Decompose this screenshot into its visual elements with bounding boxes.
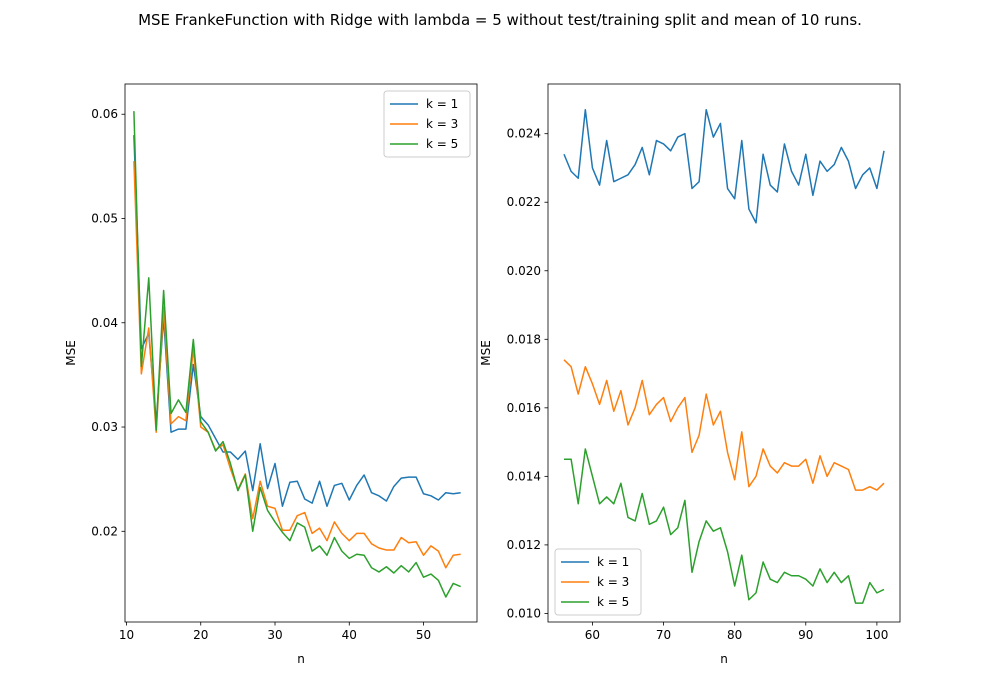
legend: k = 1 k = 3 k = 5 (383, 90, 471, 158)
y-tick-label: 0.024 (507, 127, 541, 141)
x-tick-label: 40 (342, 628, 357, 642)
x-tick-label: 80 (727, 628, 742, 642)
y-tick-label: 0.014 (507, 469, 541, 483)
legend-box (554, 548, 642, 616)
x-tick-label: 90 (798, 628, 813, 642)
y-tick-label: 0.022 (507, 195, 541, 209)
y-tick-label: 0.018 (507, 332, 541, 346)
y-tick-label: 0.020 (507, 264, 541, 278)
x-tick-label: 50 (416, 628, 431, 642)
x-tick-label: 20 (193, 628, 208, 642)
y-tick-label: 0.016 (507, 401, 541, 415)
x-tick-label: 100 (865, 628, 888, 642)
y-axis-label: MSE (64, 340, 78, 366)
figure-title: MSE FrankeFunction with Ridge with lambd… (138, 11, 862, 29)
y-tick-label: 0.06 (91, 107, 118, 121)
legend-box (383, 90, 471, 158)
x-tick-label: 70 (656, 628, 671, 642)
x-tick-label: 30 (267, 628, 282, 642)
series-line-k5 (133, 111, 461, 598)
series-line-k3 (563, 359, 885, 491)
series-line-k1 (563, 108, 885, 224)
x-tick-label: 10 (119, 628, 134, 642)
y-tick-label: 0.03 (91, 420, 118, 434)
x-axis-label: n (297, 652, 305, 666)
legend-label: k = 1 (597, 555, 629, 569)
legend-label: k = 3 (426, 117, 458, 131)
y-tick-label: 0.05 (91, 212, 118, 226)
series-line-k3 (133, 161, 461, 569)
y-axis-label: MSE (479, 340, 493, 366)
x-axis-label: n (720, 652, 728, 666)
series-group (133, 111, 461, 598)
series-line-k1 (133, 135, 461, 508)
y-tick-label: 0.010 (507, 606, 541, 620)
legend-label: k = 1 (426, 97, 458, 111)
legend-label: k = 5 (426, 137, 458, 151)
x-tick-label: 60 (585, 628, 600, 642)
y-tick-label: 0.04 (91, 316, 118, 330)
y-tick-label: 0.02 (91, 524, 118, 538)
y-tick-label: 0.012 (507, 538, 541, 552)
legend-label: k = 3 (597, 575, 629, 589)
legend: k = 1 k = 3 k = 5 (554, 548, 642, 616)
series-line-k5 (564, 448, 885, 604)
axes-frame (547, 83, 901, 623)
series-group (563, 108, 885, 604)
right-panel: 60 70 80 90 100 0.010 0.012 0.014 0.016 0.018 0.02… (479, 83, 901, 666)
axes-frame (124, 83, 478, 623)
legend-label: k = 5 (597, 595, 629, 609)
